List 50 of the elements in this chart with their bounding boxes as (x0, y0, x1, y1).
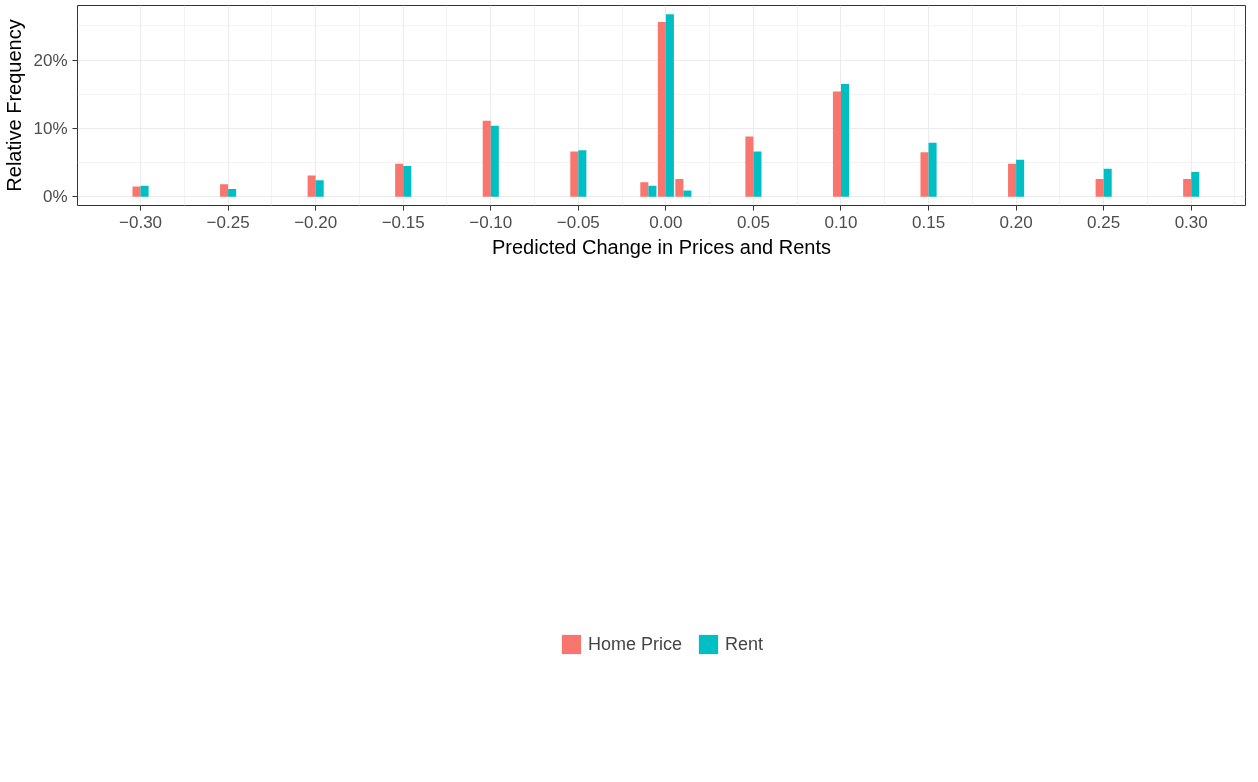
bar (1183, 178, 1192, 197)
bar (1016, 159, 1025, 197)
legend-label: Rent (725, 633, 764, 655)
bar (928, 142, 937, 197)
bar (132, 186, 141, 197)
bar (665, 14, 674, 197)
bar (395, 163, 404, 197)
bar (683, 190, 692, 197)
x-tick-label: 0.20 (999, 212, 1033, 232)
bar (1095, 178, 1104, 197)
bar (675, 178, 684, 197)
x-tick-label: −0.25 (206, 212, 250, 232)
bar (315, 180, 324, 197)
bar (753, 151, 762, 197)
bar (220, 184, 229, 197)
legend-label: Home Price (587, 633, 682, 655)
x-tick-label: 0.25 (1087, 212, 1121, 232)
bar (920, 152, 929, 197)
x-tick-label: 0.10 (824, 212, 858, 232)
y-tick-label: 10% (33, 118, 68, 138)
bar (1191, 172, 1200, 197)
bar (140, 185, 149, 197)
x-tick-label: 0.30 (1174, 212, 1208, 232)
bar (482, 120, 491, 197)
bar (228, 189, 237, 197)
bar (657, 21, 666, 197)
bar (1008, 163, 1017, 197)
x-axis-title: Predicted Change in Prices and Rents (491, 235, 832, 258)
bar (745, 136, 754, 197)
x-tick-label: −0.30 (119, 212, 163, 232)
bar (403, 165, 412, 197)
bar (1103, 168, 1112, 197)
bar (307, 175, 316, 197)
bar (640, 182, 649, 197)
y-tick-label: 20% (33, 50, 68, 70)
bar (648, 185, 657, 197)
bar (840, 84, 850, 197)
bar (832, 91, 841, 197)
x-tick-label: −0.15 (381, 212, 425, 232)
x-tick-label: 0.00 (649, 212, 683, 232)
x-tick-label: −0.10 (469, 212, 513, 232)
y-axis-title: Relative Frequency (3, 19, 26, 192)
x-tick-label: 0.15 (912, 212, 946, 232)
x-tick-label: −0.05 (556, 212, 600, 232)
bar (578, 150, 587, 197)
x-tick-label: −0.20 (294, 212, 338, 232)
y-tick-label: 0% (42, 187, 68, 207)
x-tick-label: 0.05 (736, 212, 770, 232)
bar (570, 151, 579, 197)
bar (490, 125, 499, 197)
